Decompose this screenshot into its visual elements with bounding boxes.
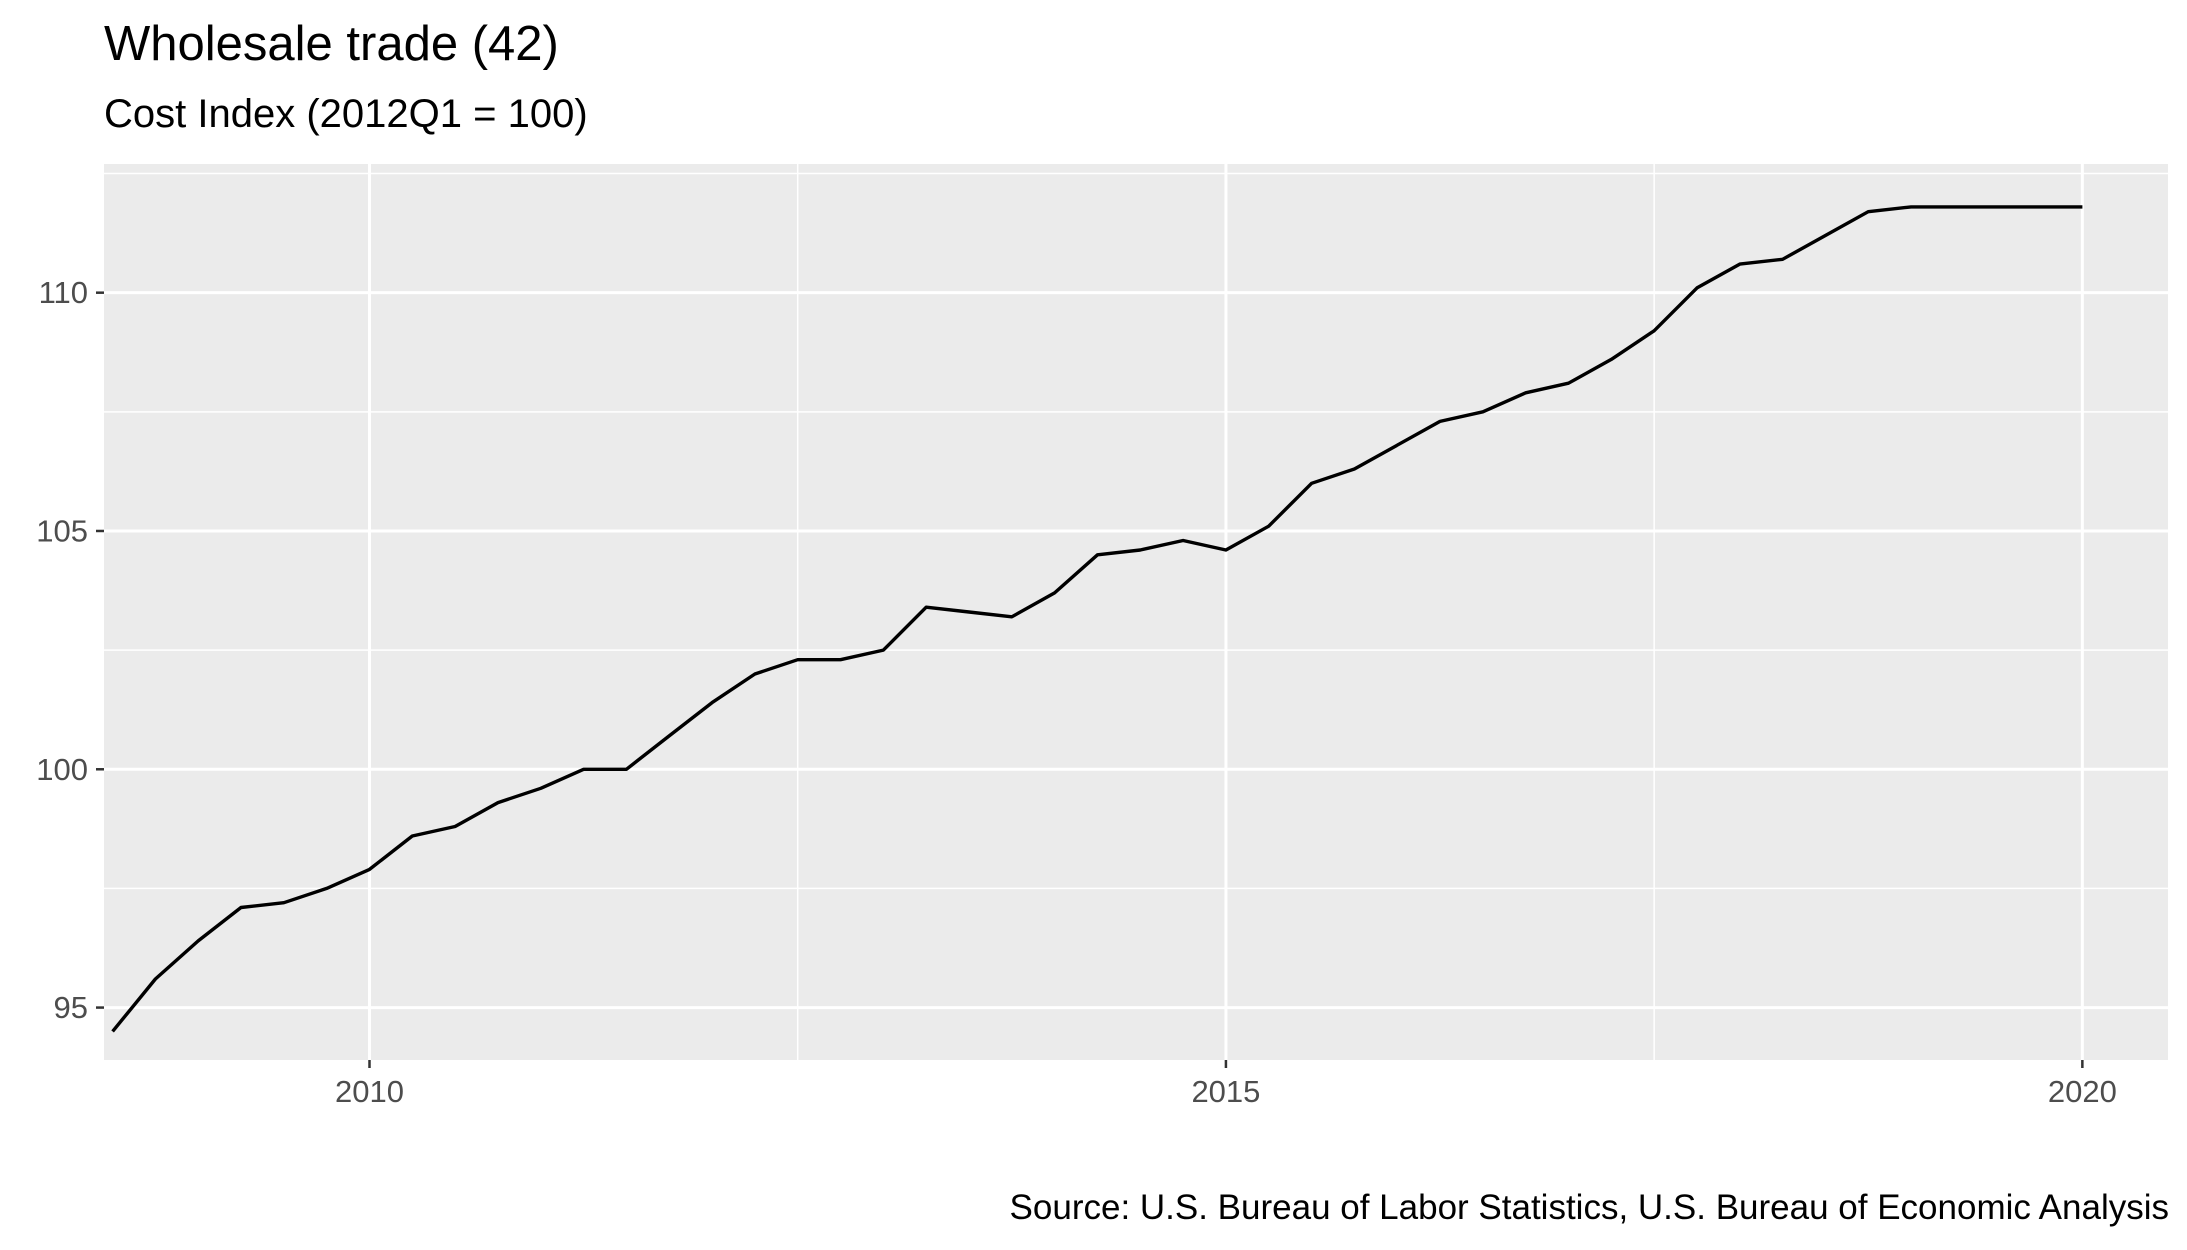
y-tick-label: 110 <box>39 275 88 310</box>
plot-panel <box>104 164 2168 1060</box>
source-caption: Source: U.S. Bureau of Labor Statistics,… <box>1009 1188 2169 1227</box>
x-tick-label: 2010 <box>335 1074 404 1109</box>
chart-subtitle: Cost Index (2012Q1 = 100) <box>104 92 588 136</box>
series-line <box>111 205 2083 1033</box>
y-axis: 95 100 105 110 <box>36 275 104 1025</box>
y-tick-label: 100 <box>36 752 88 787</box>
x-tick-label: 2020 <box>2048 1074 2117 1109</box>
x-tick-label: 2015 <box>1191 1074 1260 1109</box>
minor-gridlines <box>104 164 2168 1060</box>
x-axis: 2010 2015 2020 <box>335 1060 2117 1109</box>
major-gridlines <box>104 164 2168 1060</box>
series-layer <box>111 205 2083 1033</box>
chart-title: Wholesale trade (42) <box>104 17 559 71</box>
y-tick-label: 105 <box>36 513 88 548</box>
y-tick-label: 95 <box>54 990 88 1025</box>
